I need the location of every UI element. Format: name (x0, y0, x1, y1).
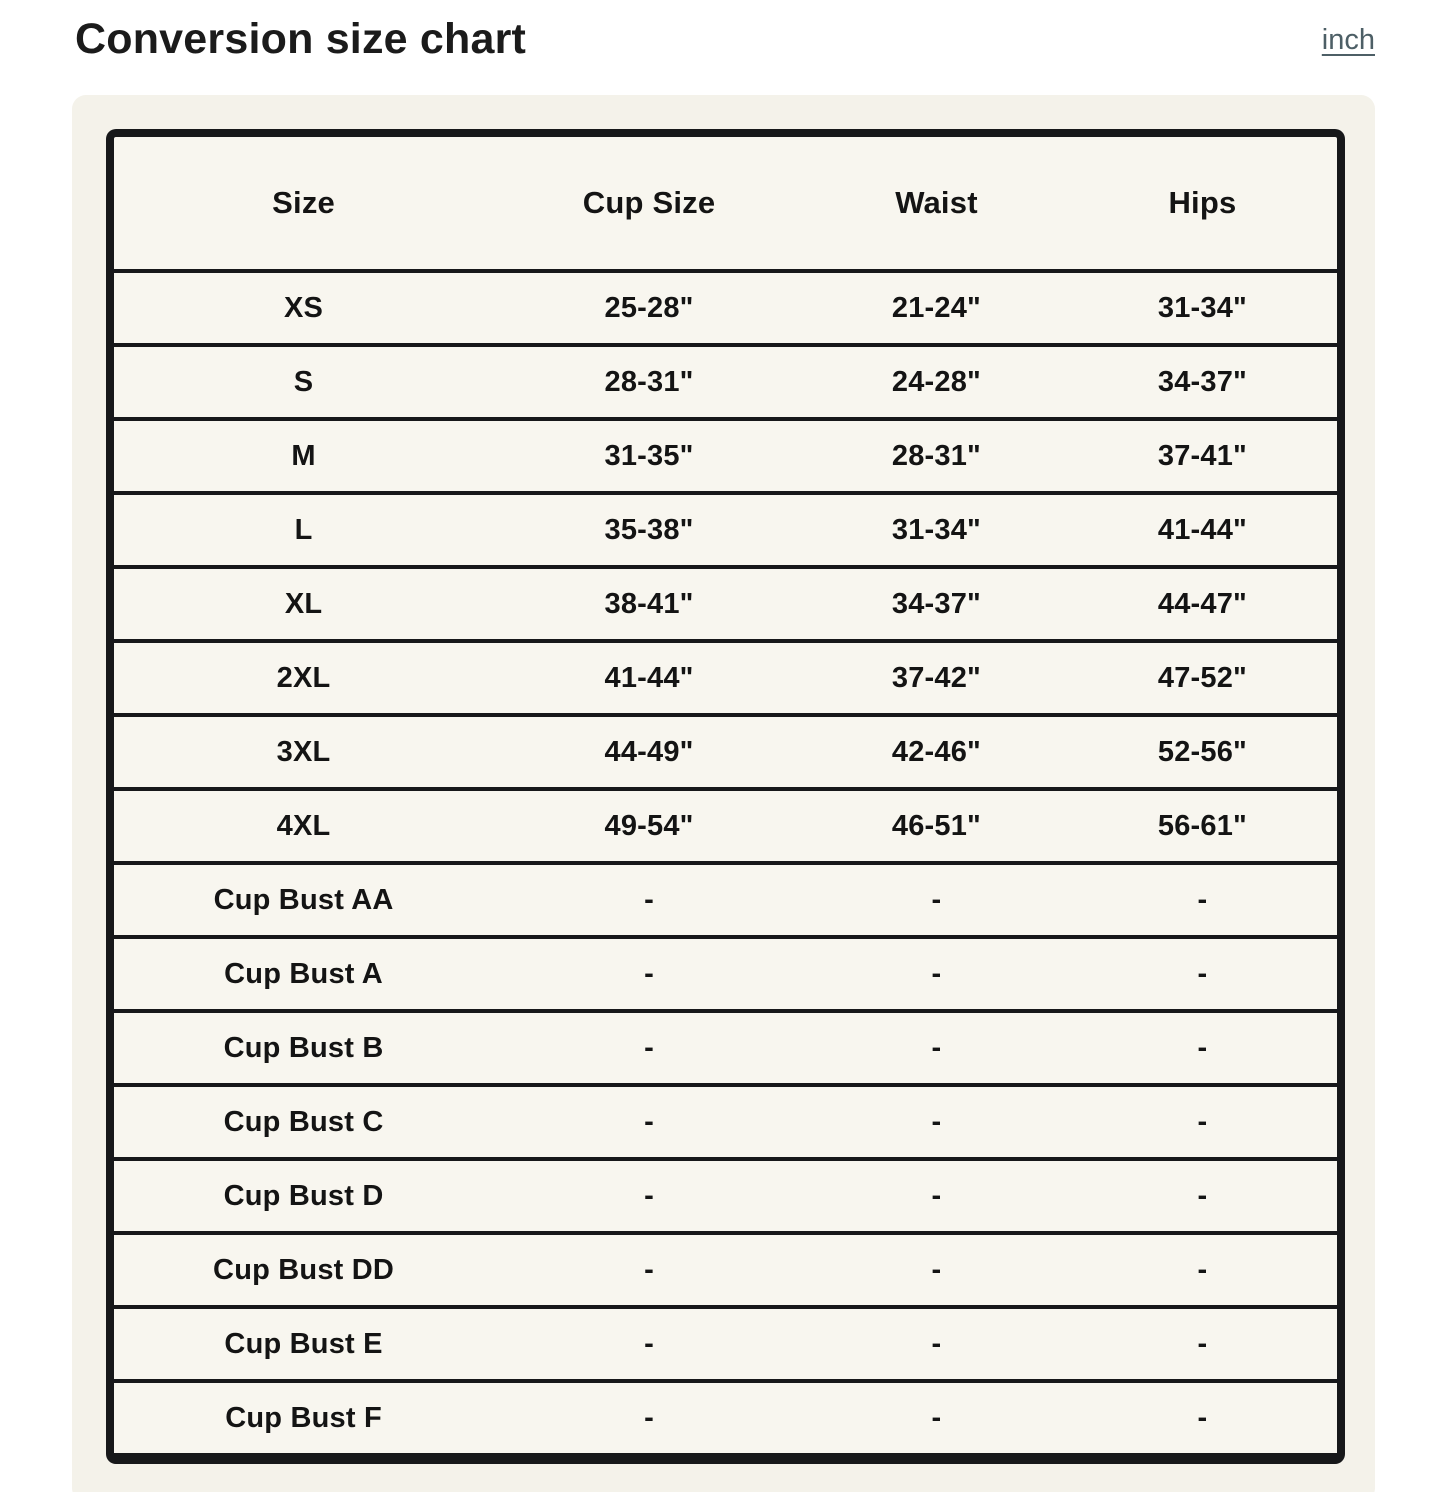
table-row: 4XL 49-54" 46-51" 56-61" (114, 787, 1337, 861)
size-cell: M (114, 417, 494, 491)
table-row: Cup Bust DD - - - (114, 1231, 1337, 1305)
waist-cell: 42-46" (804, 713, 1068, 787)
cup-size-cell: 28-31" (493, 343, 805, 417)
size-cell: Cup Bust B (114, 1009, 494, 1083)
size-cell: S (114, 343, 494, 417)
size-cell: 4XL (114, 787, 494, 861)
size-cell: Cup Bust DD (114, 1231, 494, 1305)
size-cell: L (114, 491, 494, 565)
table-row: Cup Bust C--- (114, 1083, 1337, 1157)
hips-cell: 37-41" (1067, 417, 1337, 491)
waist-cell: 21-24" (804, 269, 1068, 343)
waist-cell: - (804, 1231, 1068, 1305)
waist-cell: - (804, 1083, 1068, 1157)
table-row: Cup Bust B--- (114, 1009, 1337, 1083)
waist-cell: - (804, 935, 1068, 1009)
cup-size-cell: 49-54" (493, 787, 805, 861)
table-row: XS 25-28" 21-24" 31-34" (114, 269, 1337, 343)
cup-size-cell: 41-44" (493, 639, 805, 713)
size-chart-card: Size Cup Size Waist Hips XS 25-28" 21-24" 3… (72, 95, 1375, 1492)
size-chart-table: Size Cup Size Waist Hips XS 25-28" 21-24" 3… (106, 129, 1345, 1465)
size-cell: Cup Bust AA (114, 861, 494, 935)
size-cell: Cup Bust F (114, 1379, 494, 1453)
cup-size-cell: 25-28" (493, 269, 805, 343)
cup-size-cell: 38-41" (493, 565, 805, 639)
hips-cell: - (1067, 935, 1337, 1009)
table-row: 3XL 44-49" 42-46" 52-56" (114, 713, 1337, 787)
waist-cell: - (804, 1379, 1068, 1453)
waist-cell: 24-28" (804, 343, 1068, 417)
cup-size-cell: - (493, 1305, 805, 1379)
size-chart-body: XS 25-28" 21-24" 31-34" S 28-31" 24-28" 34-37" M… (114, 269, 1337, 1453)
size-cell: Cup Bust C (114, 1083, 494, 1157)
cup-size-cell: 35-38" (493, 491, 805, 565)
size-cell: 3XL (114, 713, 494, 787)
size-cell: Cup Bust D (114, 1157, 494, 1231)
hips-cell: - (1067, 1379, 1337, 1453)
column-header-hips: Hips (1168, 185, 1237, 221)
cup-size-cell: - (493, 1083, 805, 1157)
size-cell: Cup Bust E (114, 1305, 494, 1379)
waist-cell: 37-42" (804, 639, 1068, 713)
cup-size-cell: - (493, 935, 805, 1009)
hips-cell: 34-37" (1067, 343, 1337, 417)
unit-toggle-link[interactable]: inch (1321, 24, 1375, 56)
cup-size-cell: - (493, 861, 805, 935)
waist-cell: 28-31" (804, 417, 1068, 491)
size-cell: XL (114, 565, 494, 639)
hips-cell: - (1067, 1231, 1337, 1305)
hips-cell: - (1067, 861, 1337, 935)
hips-cell: - (1067, 1009, 1337, 1083)
column-header-cup-size: Cup Size (582, 185, 716, 221)
table-row: Cup Bust D--- (114, 1157, 1337, 1231)
table-row: M 31-35" 28-31" 37-41" (114, 417, 1337, 491)
size-cell: XS (114, 269, 494, 343)
hips-cell: - (1067, 1157, 1337, 1231)
page-title: Conversion size chart (75, 15, 527, 63)
table-row: Cup Bust A--- (114, 935, 1337, 1009)
hips-cell: - (1067, 1305, 1337, 1379)
hips-cell: - (1067, 1083, 1337, 1157)
size-cell: 2XL (114, 639, 494, 713)
cup-size-cell: 31-35" (493, 417, 805, 491)
waist-cell: - (804, 861, 1068, 935)
column-header-size: Size (272, 185, 335, 221)
cup-size-cell: - (493, 1231, 805, 1305)
header-row: Size Cup Size Waist Hips (114, 137, 1337, 269)
cup-size-cell: - (493, 1379, 805, 1453)
table-row: Cup Bust E--- (114, 1305, 1337, 1379)
waist-cell: 31-34" (804, 491, 1068, 565)
hips-cell: 47-52" (1067, 639, 1337, 713)
waist-cell: - (804, 1305, 1068, 1379)
hips-cell: 56-61" (1067, 787, 1337, 861)
page-header: Conversion size chart inch (0, 0, 1445, 63)
column-header-waist: Waist (895, 185, 978, 221)
table-row: XL 38-41" 34-37" 44-47" (114, 565, 1337, 639)
table-row: Cup Bust AA - - - (114, 861, 1337, 935)
table-row: Cup Bust F--- (114, 1379, 1337, 1453)
cup-size-cell: - (493, 1157, 805, 1231)
waist-cell: 46-51" (804, 787, 1068, 861)
hips-cell: 44-47" (1067, 565, 1337, 639)
hips-cell: 52-56" (1067, 713, 1337, 787)
waist-cell: - (804, 1157, 1068, 1231)
waist-cell: - (804, 1009, 1068, 1083)
table-row: S 28-31" 24-28" 34-37" (114, 343, 1337, 417)
table-row: 2XL 41-44" 37-42" 47-52" (114, 639, 1337, 713)
cup-size-cell: 44-49" (493, 713, 805, 787)
table-row: L 35-38" 31-34" 41-44" (114, 491, 1337, 565)
hips-cell: 31-34" (1067, 269, 1337, 343)
waist-cell: 34-37" (804, 565, 1068, 639)
cup-size-cell: - (493, 1009, 805, 1083)
hips-cell: 41-44" (1067, 491, 1337, 565)
size-cell: Cup Bust A (114, 935, 494, 1009)
